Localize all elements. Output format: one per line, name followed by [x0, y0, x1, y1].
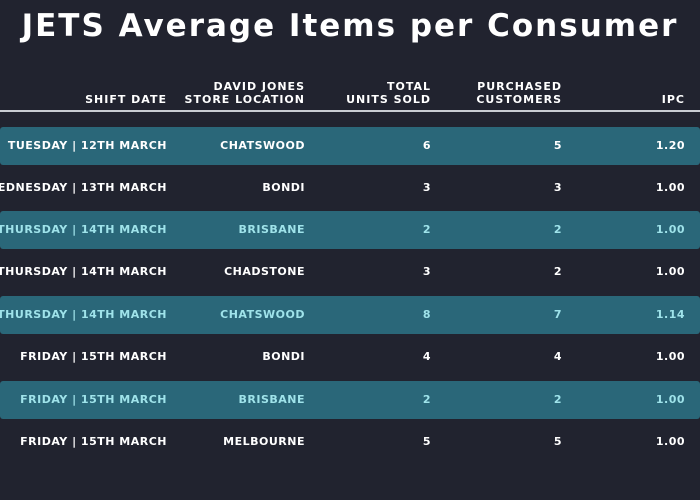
cell-customers: 7	[553, 308, 562, 321]
cell-units-sold: 6	[422, 139, 431, 152]
header-shift-date: SHIFT DATE	[85, 80, 167, 106]
cell-units-sold: 5	[422, 435, 431, 448]
cell-ipc: 1.20	[655, 139, 685, 152]
cell-ipc: 1.00	[655, 435, 685, 448]
cell-shift-date: FRIDAY | 15TH MARCH	[20, 350, 167, 363]
header-store-location-line2: STORE LOCATION	[184, 93, 305, 106]
cell-customers: 2	[553, 393, 562, 406]
header-units-sold-line1: TOTAL	[386, 80, 431, 93]
cell-store-location: BONDI	[262, 181, 305, 194]
header-store-location-line1: DAVID JONES	[213, 80, 305, 93]
cell-store-location: BRISBANE	[238, 393, 305, 406]
header-units-sold: TOTAL UNITS SOLD	[346, 80, 431, 106]
header-shift-date-label: SHIFT DATE	[85, 93, 167, 106]
cell-customers: 2	[553, 265, 562, 278]
table-row: FRIDAY | 15TH MARCH MELBOURNE 5 5 1.00	[0, 423, 700, 461]
cell-ipc: 1.00	[655, 265, 685, 278]
cell-store-location: BRISBANE	[238, 223, 305, 236]
table-row: FRIDAY | 15TH MARCH BONDI 4 4 1.00	[0, 338, 700, 376]
header-customers-line2: CUSTOMERS	[476, 93, 562, 106]
cell-store-location: MELBOURNE	[223, 435, 305, 448]
cell-shift-date: FRIDAY | 15TH MARCH	[20, 393, 167, 406]
page-title: JETS Average Items per Consumer	[21, 8, 679, 44]
table-row: TUESDAY | 12TH MARCH CHATSWOOD 6 5 1.20	[0, 127, 700, 165]
table-row: THURSDAY | 14TH MARCH BRISBANE 2 2 1.00	[0, 211, 700, 249]
cell-customers: 5	[553, 139, 562, 152]
cell-ipc: 1.00	[655, 350, 685, 363]
table-row: WEDNESDAY | 13TH MARCH BONDI 3 3 1.00	[0, 169, 700, 207]
header-ipc-label: IPC	[661, 93, 685, 106]
cell-customers: 2	[553, 223, 562, 236]
table-row: THURSDAY | 14TH MARCH CHATSWOOD 8 7 1.14	[0, 296, 700, 334]
cell-customers: 5	[553, 435, 562, 448]
cell-ipc: 1.00	[655, 393, 685, 406]
cell-units-sold: 3	[422, 181, 431, 194]
cell-units-sold: 4	[422, 350, 431, 363]
cell-customers: 4	[553, 350, 562, 363]
cell-customers: 3	[553, 181, 562, 194]
cell-store-location: CHATSWOOD	[220, 139, 305, 152]
cell-shift-date: TUESDAY | 12TH MARCH	[7, 139, 167, 152]
cell-shift-date: WEDNESDAY | 13TH MARCH	[0, 181, 167, 194]
cell-shift-date: FRIDAY | 15TH MARCH	[20, 435, 167, 448]
cell-shift-date: THURSDAY | 14TH MARCH	[0, 265, 167, 278]
header-ipc: IPC	[662, 80, 685, 106]
cell-shift-date: THURSDAY | 14TH MARCH	[0, 223, 167, 236]
cell-ipc: 1.00	[655, 181, 685, 194]
header-units-sold-line2: UNITS SOLD	[346, 93, 431, 106]
cell-store-location: CHADSTONE	[224, 265, 305, 278]
cell-ipc: 1.14	[655, 308, 685, 321]
cell-units-sold: 3	[422, 265, 431, 278]
header-divider	[0, 110, 700, 112]
cell-shift-date: THURSDAY | 14TH MARCH	[0, 308, 167, 321]
cell-ipc: 1.00	[655, 223, 685, 236]
table-row: FRIDAY | 15TH MARCH BRISBANE 2 2 1.00	[0, 381, 700, 419]
header-customers: PURCHASED CUSTOMERS	[476, 80, 562, 106]
cell-store-location: CHATSWOOD	[220, 308, 305, 321]
table-row: THURSDAY | 14TH MARCH CHADSTONE 3 2 1.00	[0, 253, 700, 291]
cell-units-sold: 8	[422, 308, 431, 321]
cell-store-location: BONDI	[262, 350, 305, 363]
cell-units-sold: 2	[422, 223, 431, 236]
header-customers-line1: PURCHASED	[477, 80, 562, 93]
header-store-location: DAVID JONES STORE LOCATION	[185, 80, 305, 106]
cell-units-sold: 2	[422, 393, 431, 406]
